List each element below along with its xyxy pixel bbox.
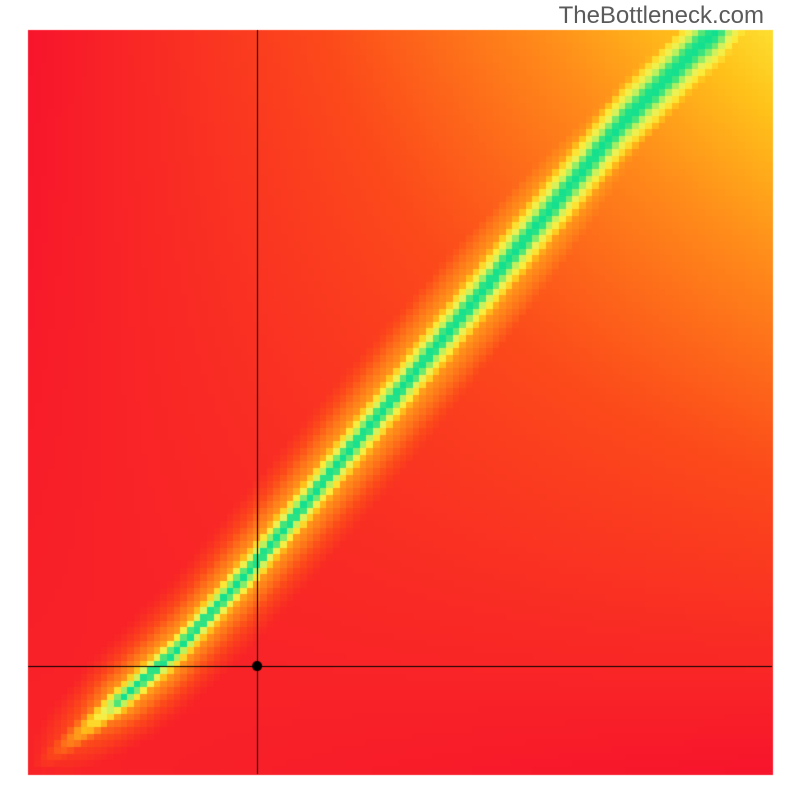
watermark-label: TheBottleneck.com [559, 2, 764, 30]
bottleneck-heatmap [0, 0, 800, 800]
